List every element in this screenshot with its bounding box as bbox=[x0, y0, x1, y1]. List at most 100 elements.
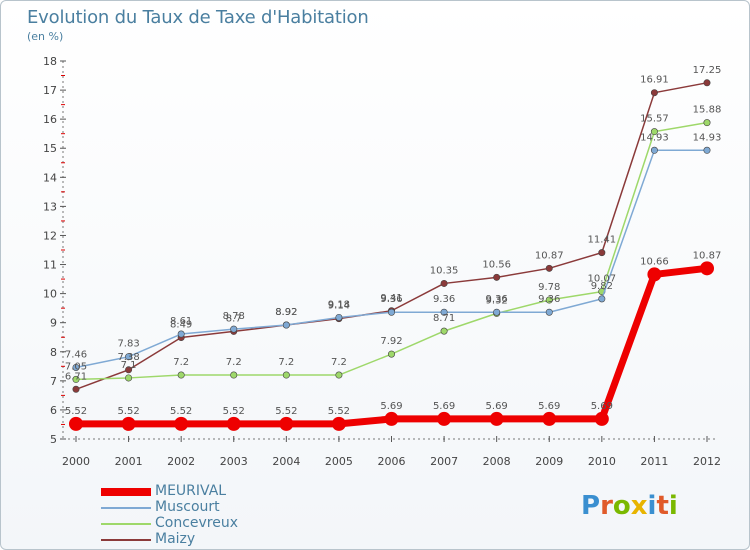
logo-letter: x bbox=[630, 491, 648, 521]
legend-swatch bbox=[101, 507, 151, 509]
x-tick-label: 2007 bbox=[430, 455, 458, 468]
data-label-muscourt: 9.36 bbox=[538, 294, 560, 305]
x-tick-label: 2001 bbox=[115, 455, 143, 468]
data-label-meurival: 10.87 bbox=[693, 250, 722, 261]
data-point-muscourt bbox=[650, 146, 658, 154]
x-tick-label: 2011 bbox=[640, 455, 668, 468]
data-label-concevreux: 7.92 bbox=[380, 336, 402, 347]
data-point-muscourt bbox=[440, 308, 448, 316]
chart-axes: 5 6 7 8 9 10 11 12 13 14 15 16 17 18 2000 2001 2002 2003 2… bbox=[43, 55, 721, 468]
data-label-maizy: 10.87 bbox=[535, 250, 564, 261]
data-point-maizy bbox=[72, 385, 80, 393]
data-label-concevreux: 7.2 bbox=[331, 357, 347, 368]
x-tick-label: 2005 bbox=[325, 455, 353, 468]
y-tick-label: 6 bbox=[50, 404, 57, 417]
data-label-maizy: 10.35 bbox=[430, 265, 459, 276]
data-point-concevreux bbox=[440, 327, 448, 335]
data-label-muscourt: 14.93 bbox=[640, 132, 669, 143]
logo-letter: P bbox=[581, 491, 601, 521]
data-point-muscourt bbox=[598, 295, 606, 303]
y-tick-label: 11 bbox=[43, 259, 57, 272]
data-label-concevreux: 10.07 bbox=[588, 274, 617, 285]
data-label-meurival: 5.52 bbox=[170, 406, 192, 417]
logo-letter: t bbox=[656, 491, 669, 521]
y-tick-label: 7 bbox=[50, 375, 57, 388]
data-point-meurival bbox=[331, 416, 346, 431]
data-label-maizy: 17.25 bbox=[693, 65, 722, 76]
data-point-concevreux bbox=[335, 371, 343, 379]
data-point-muscourt bbox=[72, 363, 80, 371]
data-point-concevreux bbox=[72, 375, 80, 383]
data-label-meurival: 5.52 bbox=[117, 406, 139, 417]
data-label-maizy: 7.38 bbox=[117, 352, 139, 363]
y-tick-label: 14 bbox=[43, 171, 57, 184]
data-label-meurival: 5.69 bbox=[591, 401, 613, 412]
data-label-maizy: 8.49 bbox=[170, 320, 192, 331]
data-point-concevreux bbox=[282, 371, 290, 379]
x-tick-label: 2000 bbox=[62, 455, 90, 468]
data-point-maizy bbox=[650, 89, 658, 97]
data-point-meurival bbox=[279, 416, 294, 431]
data-point-muscourt bbox=[545, 308, 553, 316]
data-point-maizy bbox=[493, 273, 501, 281]
y-tick-label: 8 bbox=[50, 346, 57, 359]
data-label-concevreux: 15.88 bbox=[693, 105, 722, 116]
data-point-muscourt bbox=[125, 353, 133, 361]
data-label-muscourt: 7.83 bbox=[117, 339, 139, 350]
data-label-muscourt: 9.36 bbox=[486, 294, 508, 305]
data-label-concevreux: 7.2 bbox=[226, 357, 242, 368]
data-label-muscourt: 7.46 bbox=[65, 349, 87, 360]
data-point-maizy bbox=[545, 264, 553, 272]
y-tick-label: 15 bbox=[43, 142, 57, 155]
data-label-meurival: 5.52 bbox=[65, 406, 87, 417]
data-point-meurival bbox=[594, 411, 609, 426]
legend-label: Maizy bbox=[155, 531, 196, 547]
x-tick-label: 2006 bbox=[378, 455, 406, 468]
data-label-concevreux: 7.2 bbox=[173, 357, 189, 368]
data-label-muscourt: 14.93 bbox=[693, 132, 722, 143]
data-point-muscourt bbox=[493, 308, 501, 316]
data-label-muscourt: 8.92 bbox=[275, 307, 297, 318]
x-tick-label: 2004 bbox=[272, 455, 300, 468]
data-point-meurival bbox=[174, 416, 189, 431]
data-label-muscourt: 8.61 bbox=[170, 316, 192, 327]
data-label-maizy: 10.56 bbox=[482, 259, 511, 270]
data-label-meurival: 5.69 bbox=[380, 401, 402, 412]
chart-series-lines bbox=[69, 79, 714, 431]
data-label-muscourt: 8.78 bbox=[223, 311, 245, 322]
data-label-meurival: 5.52 bbox=[328, 406, 350, 417]
data-point-concevreux bbox=[545, 296, 553, 304]
y-tick-label: 12 bbox=[43, 229, 57, 242]
data-label-concevreux: 7.05 bbox=[65, 361, 87, 372]
data-point-concevreux bbox=[177, 371, 185, 379]
data-label-maizy: 8.92 bbox=[275, 307, 297, 318]
data-label-meurival: 10.66 bbox=[640, 256, 669, 267]
data-label-meurival: 5.69 bbox=[433, 401, 455, 412]
data-point-concevreux bbox=[703, 119, 711, 127]
data-label-concevreux: 9.78 bbox=[538, 282, 560, 293]
data-point-meurival bbox=[121, 416, 136, 431]
data-point-muscourt bbox=[230, 325, 238, 333]
data-label-maizy: 9.41 bbox=[380, 293, 402, 304]
legend-label: Muscourt bbox=[155, 499, 220, 515]
data-point-maizy bbox=[598, 249, 606, 257]
data-point-meurival bbox=[69, 416, 83, 431]
data-label-muscourt: 9.18 bbox=[328, 299, 350, 310]
chart-data-labels: 5.52 5.52 5.52 5.52 5.52 5.52 5.69 5.69 5.69 5.69… bbox=[65, 65, 721, 417]
data-label-meurival: 5.69 bbox=[538, 401, 560, 412]
logo-letter: r bbox=[600, 491, 613, 521]
data-point-maizy bbox=[703, 79, 711, 87]
x-tick-label: 2008 bbox=[483, 455, 511, 468]
data-point-muscourt bbox=[703, 146, 711, 154]
data-point-meurival bbox=[542, 411, 557, 426]
x-tick-label: 2012 bbox=[693, 455, 721, 468]
y-tick-label: 16 bbox=[43, 113, 57, 126]
data-label-meurival: 5.52 bbox=[275, 406, 297, 417]
data-label-concevreux: 7.2 bbox=[278, 357, 294, 368]
legend-label: Concevreux bbox=[155, 515, 239, 531]
data-label-maizy: 11.41 bbox=[588, 235, 617, 246]
data-label-concevreux: 8.71 bbox=[433, 313, 455, 324]
x-tick-label: 2003 bbox=[220, 455, 248, 468]
data-label-meurival: 5.52 bbox=[223, 406, 245, 417]
